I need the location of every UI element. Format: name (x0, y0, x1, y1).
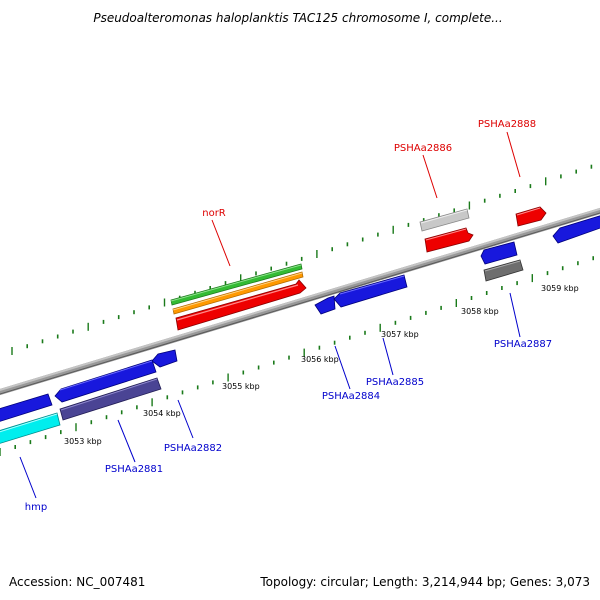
gene-left-edge-blue[interactable] (0, 393, 53, 422)
gene-PSHAa2887-grey[interactable] (483, 259, 524, 282)
genome-backbone (0, 207, 600, 396)
gene-right-edge-blue[interactable] (552, 214, 600, 244)
gene-hmp-cyan[interactable] (0, 412, 61, 444)
gene-norR-red[interactable] (175, 279, 307, 331)
upper-tick-track (11, 164, 593, 355)
lower-tick-track (0, 256, 595, 456)
gene-label-PSHAa2884[interactable]: PSHAa2884 (322, 391, 380, 402)
gene-label-PSHAa2885[interactable]: PSHAa2885 (366, 377, 424, 388)
accession-text: Accession: NC_007481 (9, 575, 145, 589)
gene-label-PSHAa2888[interactable]: PSHAa2888 (478, 119, 536, 130)
gene-PSHAa2888-red[interactable] (515, 206, 547, 227)
gene-label-norR[interactable]: norR (202, 208, 226, 219)
gene-PSHAa2885-blue[interactable] (333, 274, 408, 308)
gene-norR-orange[interactable] (172, 271, 304, 315)
gene-PSHAa2882-blue-small[interactable] (151, 349, 178, 368)
gene-blue-near-norR[interactable] (314, 295, 336, 315)
gene-PSHAa2887-blue[interactable] (480, 241, 518, 265)
ruler-label-3057: 3057 kbp (381, 330, 419, 339)
gene-label-PSHAa2886[interactable]: PSHAa2886 (394, 143, 452, 154)
ruler-label-3059: 3059 kbp (541, 284, 579, 293)
ruler-label-3056: 3056 kbp (301, 355, 339, 364)
ruler-label-3058: 3058 kbp (461, 307, 499, 316)
gene-label-PSHAa2887[interactable]: PSHAa2887 (494, 339, 552, 350)
gene-label-PSHAa2881[interactable]: PSHAa2881 (105, 464, 163, 475)
gene-label-hmp[interactable]: hmp (25, 502, 47, 513)
gene-PSHAa2882-slate[interactable] (59, 377, 162, 421)
summary-text: Topology: circular; Length: 3,214,944 bp… (259, 575, 590, 589)
map-title: Pseudoalteromonas haloplanktis TAC125 ch… (93, 11, 502, 25)
ruler-label-3054: 3054 kbp (143, 409, 181, 418)
gene-PSHAa2886-grey[interactable] (419, 208, 470, 232)
gene-PSHAa2886-red[interactable] (424, 227, 474, 253)
gene-PSHAa2881-blue[interactable] (54, 359, 157, 403)
ruler-label-3053: 3053 kbp (64, 437, 102, 446)
ruler-label-3055: 3055 kbp (222, 382, 260, 391)
gene-label-PSHAa2882[interactable]: PSHAa2882 (164, 443, 222, 454)
gene-norR-green[interactable] (170, 263, 303, 306)
leader-lines (19, 131, 521, 499)
